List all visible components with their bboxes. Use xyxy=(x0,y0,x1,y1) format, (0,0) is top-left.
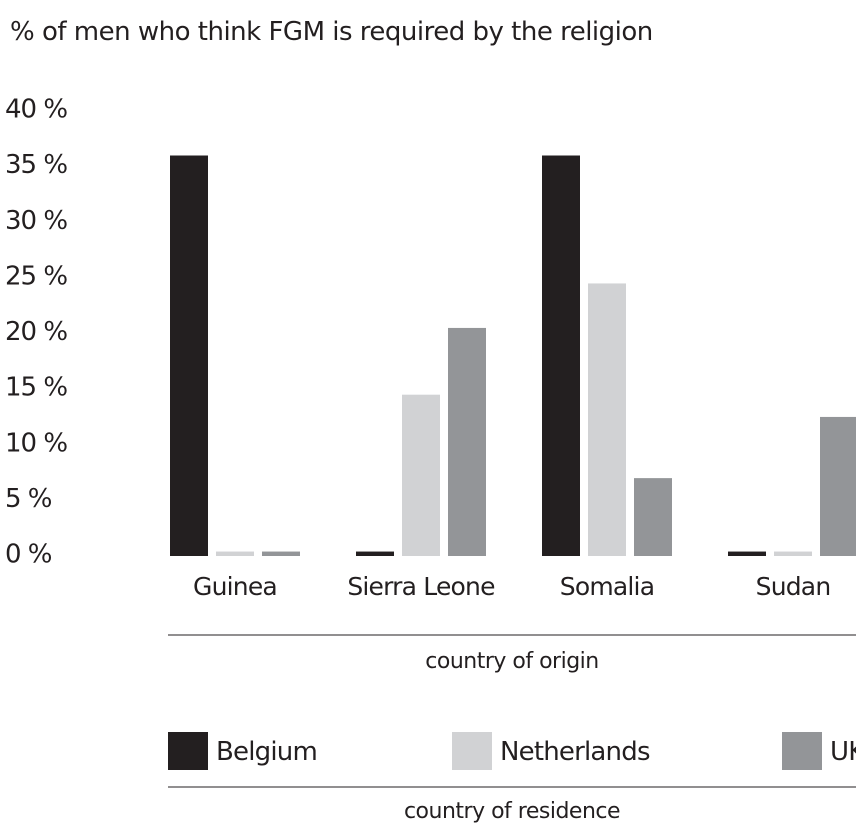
bar-sudan-belgium xyxy=(728,551,766,556)
category-label: Guinea xyxy=(193,572,277,601)
bar-sierra-leone-netherlands xyxy=(402,394,440,556)
x-axis-label: country of origin xyxy=(425,649,598,674)
bar-sierra-leone-uk xyxy=(448,327,486,556)
y-tick-label: 30 % xyxy=(5,206,67,236)
bar-sierra-leone-belgium xyxy=(356,551,394,556)
y-tick-label: 25 % xyxy=(5,261,67,291)
legend: Belgium Netherlands UK xyxy=(168,732,856,770)
bar-sudan-netherlands xyxy=(774,551,812,556)
y-tick-label: 35 % xyxy=(5,150,67,180)
bar-somalia-netherlands xyxy=(588,283,626,556)
legend-swatch-belgium xyxy=(168,732,208,770)
y-tick-label: 10 % xyxy=(5,428,67,458)
bar-somalia-belgium xyxy=(542,155,580,556)
bar-sudan-uk xyxy=(820,416,856,556)
y-tick-label: 5 % xyxy=(5,484,52,514)
chart-title: % of men who think FGM is required by th… xyxy=(10,17,653,47)
category-label: Sudan xyxy=(756,572,831,601)
y-axis-ticks: 0 % 5 % 10 % 15 % 20 % 25 % 30 % 35 % 40 % xyxy=(5,95,68,570)
bars xyxy=(170,155,856,556)
legend-label: Netherlands xyxy=(500,737,650,767)
legend-label: UK xyxy=(830,737,856,767)
y-tick-label: 15 % xyxy=(5,373,67,403)
bar-guinea-belgium xyxy=(170,155,208,556)
category-labels: Guinea Sierra Leone Somalia Sudan xyxy=(193,572,831,601)
legend-swatch-netherlands xyxy=(452,732,492,770)
y-tick-label: 0 % xyxy=(5,540,52,570)
legend-label: Belgium xyxy=(216,737,317,767)
bar-guinea-netherlands xyxy=(216,551,254,556)
legend-swatch-uk xyxy=(782,732,822,770)
category-label: Somalia xyxy=(560,572,654,601)
category-label: Sierra Leone xyxy=(347,572,495,601)
legend-title: country of residence xyxy=(404,799,620,823)
y-tick-label: 40 % xyxy=(5,95,67,125)
bar-guinea-uk xyxy=(262,551,300,556)
bar-somalia-uk xyxy=(634,478,672,556)
y-tick-label: 20 % xyxy=(5,317,67,347)
